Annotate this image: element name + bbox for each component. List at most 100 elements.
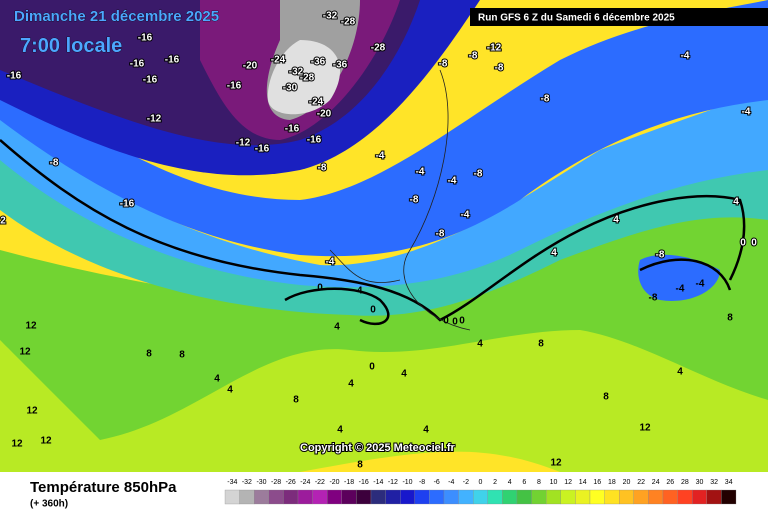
contour-label: -8 <box>656 250 665 261</box>
contour-label: -8 <box>318 163 327 174</box>
contour-label: 4 <box>348 379 354 390</box>
contour-label: 4 <box>423 425 429 436</box>
contour-label: 0 <box>459 316 465 327</box>
legend-tick-label: 30 <box>696 479 704 486</box>
contour-label: -8 <box>436 229 445 240</box>
contour-label: -16 <box>307 135 322 146</box>
contour-label: -4 <box>696 279 705 290</box>
legend-tick-label: 8 <box>537 479 541 486</box>
legend-tick-label: 6 <box>522 479 526 486</box>
legend-swatch <box>429 489 445 505</box>
legend-swatch <box>268 489 284 505</box>
contour-label: 8 <box>727 313 733 324</box>
legend-tick-label: -14 <box>373 479 383 486</box>
contour-label: -28 <box>300 73 315 84</box>
legend-tick-label: 32 <box>710 479 718 486</box>
contour-label: -8 <box>469 51 478 62</box>
footer-lead: (+ 360h) <box>30 499 68 510</box>
legend-swatch <box>619 489 634 505</box>
contour-label: 0 <box>452 317 458 328</box>
legend-swatch <box>721 489 737 505</box>
contour-label: -4 <box>416 167 425 178</box>
legend-swatch <box>297 489 313 505</box>
contour-label: 4 <box>677 367 683 378</box>
legend-swatch <box>662 489 678 505</box>
legend-tick-label: -26 <box>286 479 296 486</box>
contour-label: -16 <box>138 33 153 44</box>
contour-label: 4 <box>613 215 619 226</box>
contour-label: -8 <box>649 293 658 304</box>
forecast-time: 7:00 locale <box>20 35 122 57</box>
contour-label: -16 <box>165 55 180 66</box>
contour-label: 8 <box>603 392 609 403</box>
contour-label: 12 <box>25 321 37 332</box>
contour-label: -12 <box>487 43 502 54</box>
contour-label: 4 <box>214 374 220 385</box>
contour-label: 12 <box>40 436 52 447</box>
contour-label: -4 <box>681 51 690 62</box>
contour-label: 0 <box>370 305 376 316</box>
contour-label: -16 <box>143 75 158 86</box>
contour-label: 0 <box>443 316 449 327</box>
contour-label: -4 <box>742 107 751 118</box>
legend-swatch <box>443 489 459 505</box>
legend-swatch <box>341 489 357 505</box>
contour-label: 8 <box>146 349 152 360</box>
color-legend: -34 -32 -30 -28 -26 -24 -22 -20 -18 -16 -14 -12 -10-… <box>224 479 737 505</box>
legend-tick-label: -32 <box>242 479 252 486</box>
legend-swatch <box>502 489 518 505</box>
legend-swatch <box>224 489 240 505</box>
contour-labels: -16-16 -16-16-16-20-24-28-28-32-36-36-32-… <box>0 10 758 471</box>
legend-swatch <box>414 489 430 505</box>
legend-tick-label: 18 <box>608 479 616 486</box>
legend-tick-label: -16 <box>359 479 369 486</box>
legend-swatch <box>516 489 532 505</box>
contour-label: -24 <box>309 97 324 108</box>
contour-label: -4 <box>376 151 385 162</box>
contour-label: 12 <box>639 423 651 434</box>
contour-label: 8 <box>357 460 363 471</box>
contour-label: -8 <box>410 195 419 206</box>
contour-label: 2 <box>0 216 6 227</box>
legend-swatch <box>473 489 488 505</box>
contour-label: -28 <box>341 17 356 28</box>
legend-tick-label: 24 <box>652 479 660 486</box>
legend-tick-label: 26 <box>666 479 674 486</box>
legend-tick-label: -18 <box>344 479 354 486</box>
legend-swatch <box>356 489 372 505</box>
legend-swatch <box>283 489 299 505</box>
legend-tick-label: -8 <box>419 479 425 486</box>
contour-label: -16 <box>7 71 22 82</box>
legend-swatch <box>575 489 591 505</box>
legend-tick-label: -12 <box>388 479 398 486</box>
legend-tick-label: -10 <box>402 479 412 486</box>
contour-label: 8 <box>538 339 544 350</box>
contour-label: -36 <box>311 57 326 68</box>
contour-label: 4 <box>227 385 233 396</box>
legend-tick-label: -20 <box>329 479 339 486</box>
contour-label: 8 <box>293 395 299 406</box>
contour-label: -16 <box>285 124 300 135</box>
contour-label: -4 <box>326 257 335 268</box>
legend-swatch <box>312 489 328 505</box>
contour-label: 4 <box>733 197 739 208</box>
forecast-date: Dimanche 21 décembre 2025 <box>14 8 219 25</box>
contour-label: -12 <box>147 114 162 125</box>
contour-label: -16 <box>255 144 270 155</box>
contour-label: -8 <box>474 169 483 180</box>
legend-tick-label: -6 <box>434 479 440 486</box>
legend-tick-label: 34 <box>725 479 733 486</box>
contour-label: 0 <box>740 238 746 249</box>
contour-label: -12 <box>236 138 251 149</box>
legend-tick-label: 0 <box>479 479 483 486</box>
legend-tick-label: -28 <box>271 479 281 486</box>
contour-label: 12 <box>550 458 562 469</box>
legend-tick-label: 28 <box>681 479 689 486</box>
contour-label: -24 <box>271 55 286 66</box>
legend-tick-label: 4 <box>508 479 512 486</box>
legend-tick-label: 10 <box>550 479 558 486</box>
legend-tick-label: -4 <box>448 479 454 486</box>
